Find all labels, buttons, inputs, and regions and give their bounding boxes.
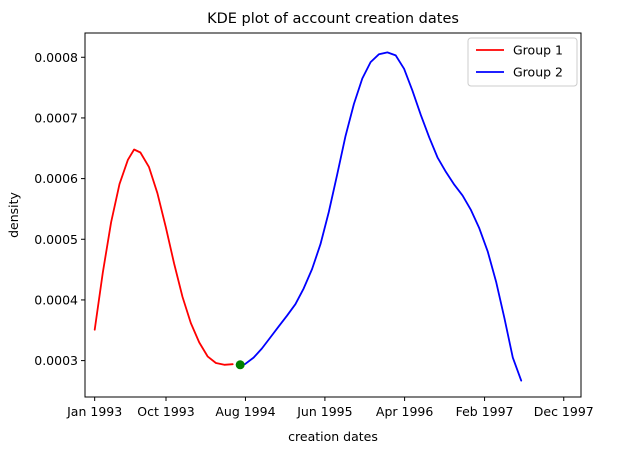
junction-marker <box>235 360 245 370</box>
y-tick-label: 0.0006 <box>34 171 78 186</box>
plot-background <box>85 33 581 397</box>
x-tick-label: Feb 1997 <box>456 404 514 419</box>
legend-label-group-2: Group 2 <box>513 65 563 80</box>
x-tick-label: Oct 1993 <box>137 404 194 419</box>
x-axis-label: creation dates <box>288 429 378 444</box>
chart-title: KDE plot of account creation dates <box>207 11 459 27</box>
x-tick-label: Apr 1996 <box>376 404 433 419</box>
y-axis-label: density <box>6 191 21 237</box>
series-line-group-1 <box>93 148 234 366</box>
x-tick-label: Jan 1993 <box>66 404 122 419</box>
x-tick-label: Aug 1994 <box>215 404 275 419</box>
y-tick-label: 0.0008 <box>34 50 78 65</box>
y-tick-label: 0.0004 <box>34 292 78 307</box>
y-axis: 0.0003 0.0004 0.0005 0.0006 0.0007 0.0008 <box>34 50 85 368</box>
y-tick-label: 0.0007 <box>34 110 78 125</box>
plot-frame <box>84 32 582 398</box>
y-tick-label: 0.0005 <box>34 232 78 247</box>
x-axis: Jan 1993 Oct 1993 Aug 1994 Jun 1995 Apr 1996… <box>66 397 594 419</box>
y-tick-label: 0.0003 <box>34 353 78 368</box>
series-line-group-2 <box>243 51 523 382</box>
plot-area <box>84 32 582 398</box>
legend: Group 1 Group 2 <box>467 37 578 87</box>
legend-label-group-1: Group 1 <box>513 43 563 58</box>
x-tick-label: Jun 1995 <box>296 404 352 419</box>
series-layer <box>93 51 523 382</box>
x-tick-label: Dec 1997 <box>534 404 594 419</box>
marker-layer <box>235 360 245 370</box>
